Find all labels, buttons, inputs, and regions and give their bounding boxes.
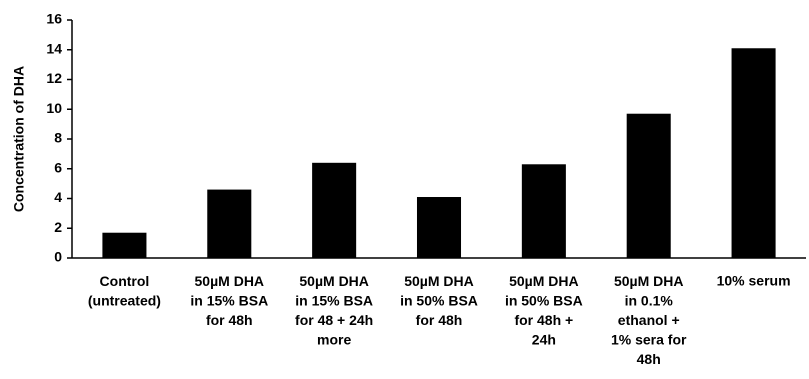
y-tick-label: 12: [46, 70, 62, 86]
x-tick-label: 50µM DHA in 0.1% ethanol +1% sera for 48h: [611, 273, 687, 367]
y-tick-label: 0: [54, 249, 62, 265]
bar: [207, 189, 252, 258]
x-tick-label: 50µM DHA in 15% BSA for 48h: [190, 273, 268, 328]
x-tick-label: 50µM DHA in 50% BSA for 48h +24h: [505, 273, 583, 348]
y-tick-label: 14: [46, 40, 62, 56]
bar: [416, 197, 462, 258]
bar: [102, 232, 147, 258]
y-tick-label: 2: [54, 219, 62, 235]
x-tick-label: Control (untreated): [88, 273, 161, 309]
bar: [731, 48, 776, 259]
bar: [521, 164, 566, 258]
y-tick-label: 16: [46, 11, 62, 27]
y-tick-label: 6: [54, 159, 62, 175]
bar: [626, 113, 671, 259]
x-tick-label: 10% serum: [717, 273, 791, 289]
x-tick-label: 50µM DHA in 50% BSA for 48h: [400, 273, 478, 328]
bar: [312, 162, 357, 258]
y-tick-label: 10: [46, 100, 62, 116]
y-tick-label: 8: [54, 130, 62, 146]
y-axis-label: Concentration of DHA: [11, 66, 27, 212]
x-tick-label: 50µM DHA in 15% BSA for 48 + 24h more: [295, 273, 373, 348]
y-tick-label: 4: [54, 189, 62, 205]
